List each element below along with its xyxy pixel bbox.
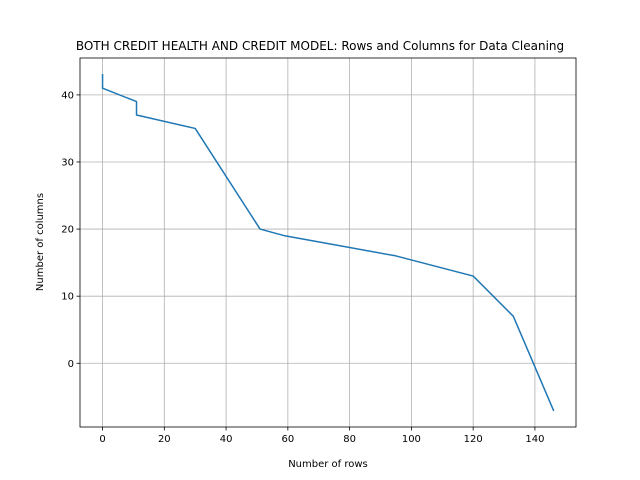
y-axis: 0 10 20 30 40 [61,90,80,370]
y-tick-label: 30 [61,157,74,168]
x-tick-label: 0 [99,434,105,445]
x-tick-label: 40 [220,434,233,445]
x-tick-label: 60 [281,434,294,445]
chart-title: BOTH CREDIT HEALTH AND CREDIT MODEL: Row… [76,39,564,53]
x-tick-label: 120 [464,434,483,445]
x-tick-label: 20 [158,434,171,445]
y-tick-label: 40 [61,90,74,101]
series-line [101,74,555,412]
x-tick-label: 80 [343,434,356,445]
y-tick-label: 10 [61,292,74,303]
series-layer [101,74,555,412]
x-axis: 0 20 40 60 80 100 120 140 [99,427,544,445]
y-tick-label: 20 [61,225,74,236]
x-tick-label: 100 [402,434,421,445]
x-axis-label: Number of rows [288,459,368,470]
x-tick-label: 140 [525,434,544,445]
plot-frame [79,57,577,428]
y-tick-label: 0 [68,359,74,370]
y-axis-label: Number of columns [35,193,46,291]
